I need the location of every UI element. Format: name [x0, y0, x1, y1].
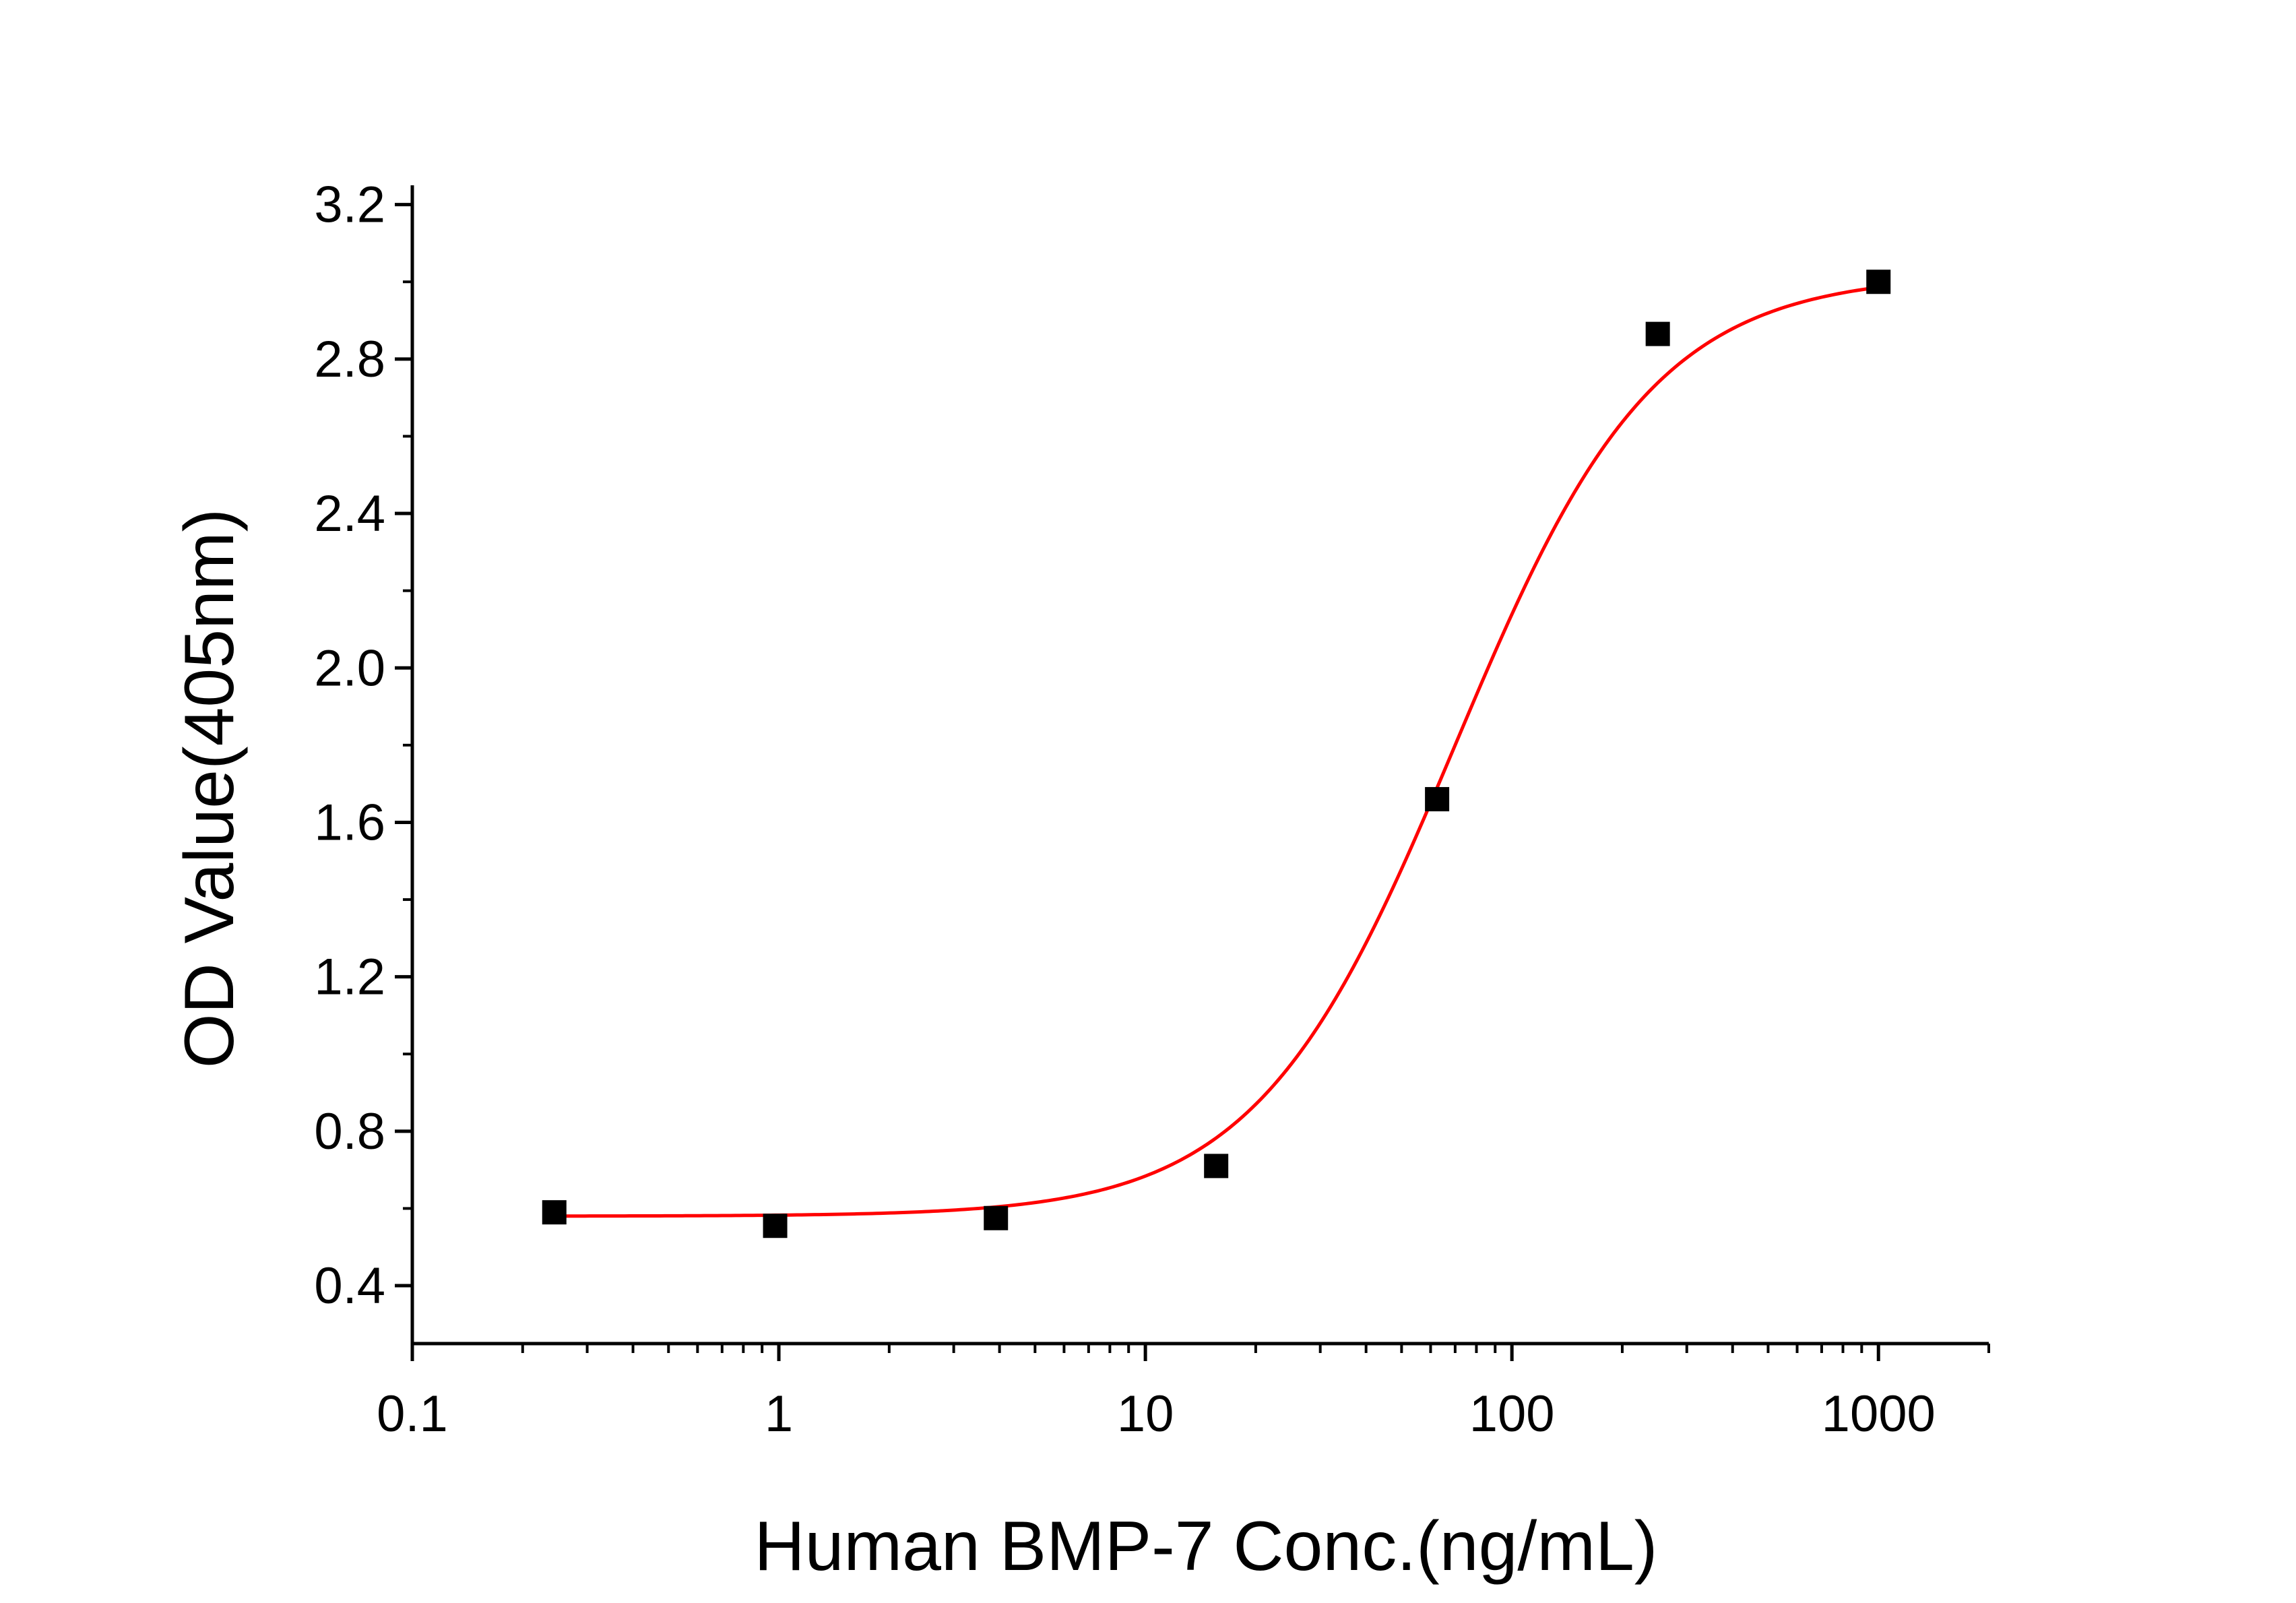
y-tick-label: 3.2 [314, 177, 385, 234]
x-tick-label: 0.1 [377, 1385, 448, 1443]
data-point [1866, 270, 1891, 294]
x-tick-label: 10 [1117, 1385, 1174, 1443]
x-tick-label: 1 [765, 1385, 793, 1443]
data-point [984, 1205, 1009, 1230]
y-tick-label: 1.2 [314, 949, 385, 1006]
data-point [1204, 1154, 1229, 1178]
x-axis-title: Human BMP-7 Conc.(ng/mL) [755, 1507, 1658, 1585]
fit-curve-group [554, 285, 1879, 1218]
y-axis-title: OD Value(405nm) [170, 509, 249, 1068]
y-tick-label: 0.4 [314, 1257, 385, 1315]
data-points [542, 270, 1891, 1238]
data-point [542, 1200, 567, 1225]
x-tick-label: 100 [1469, 1385, 1555, 1443]
axes [410, 185, 1989, 1346]
x-tick-label: 1000 [1822, 1385, 1936, 1443]
y-tick-label: 2.0 [314, 639, 385, 697]
data-point [1645, 321, 1670, 346]
y-tick-label: 1.6 [314, 794, 385, 851]
fit-curve [554, 285, 1879, 1218]
y-axis-ticks: 0.4 0.8 1.2 1.6 2.0 2.4 2.8 3.2 [314, 177, 412, 1315]
y-tick-label: 2.8 [314, 331, 385, 388]
y-tick-label: 0.8 [314, 1103, 385, 1160]
x-axis-ticks: 0.1 1 10 100 1000 [377, 1344, 1990, 1443]
data-point [1425, 787, 1450, 812]
data-point [763, 1214, 788, 1238]
y-tick-label: 2.4 [314, 485, 385, 542]
